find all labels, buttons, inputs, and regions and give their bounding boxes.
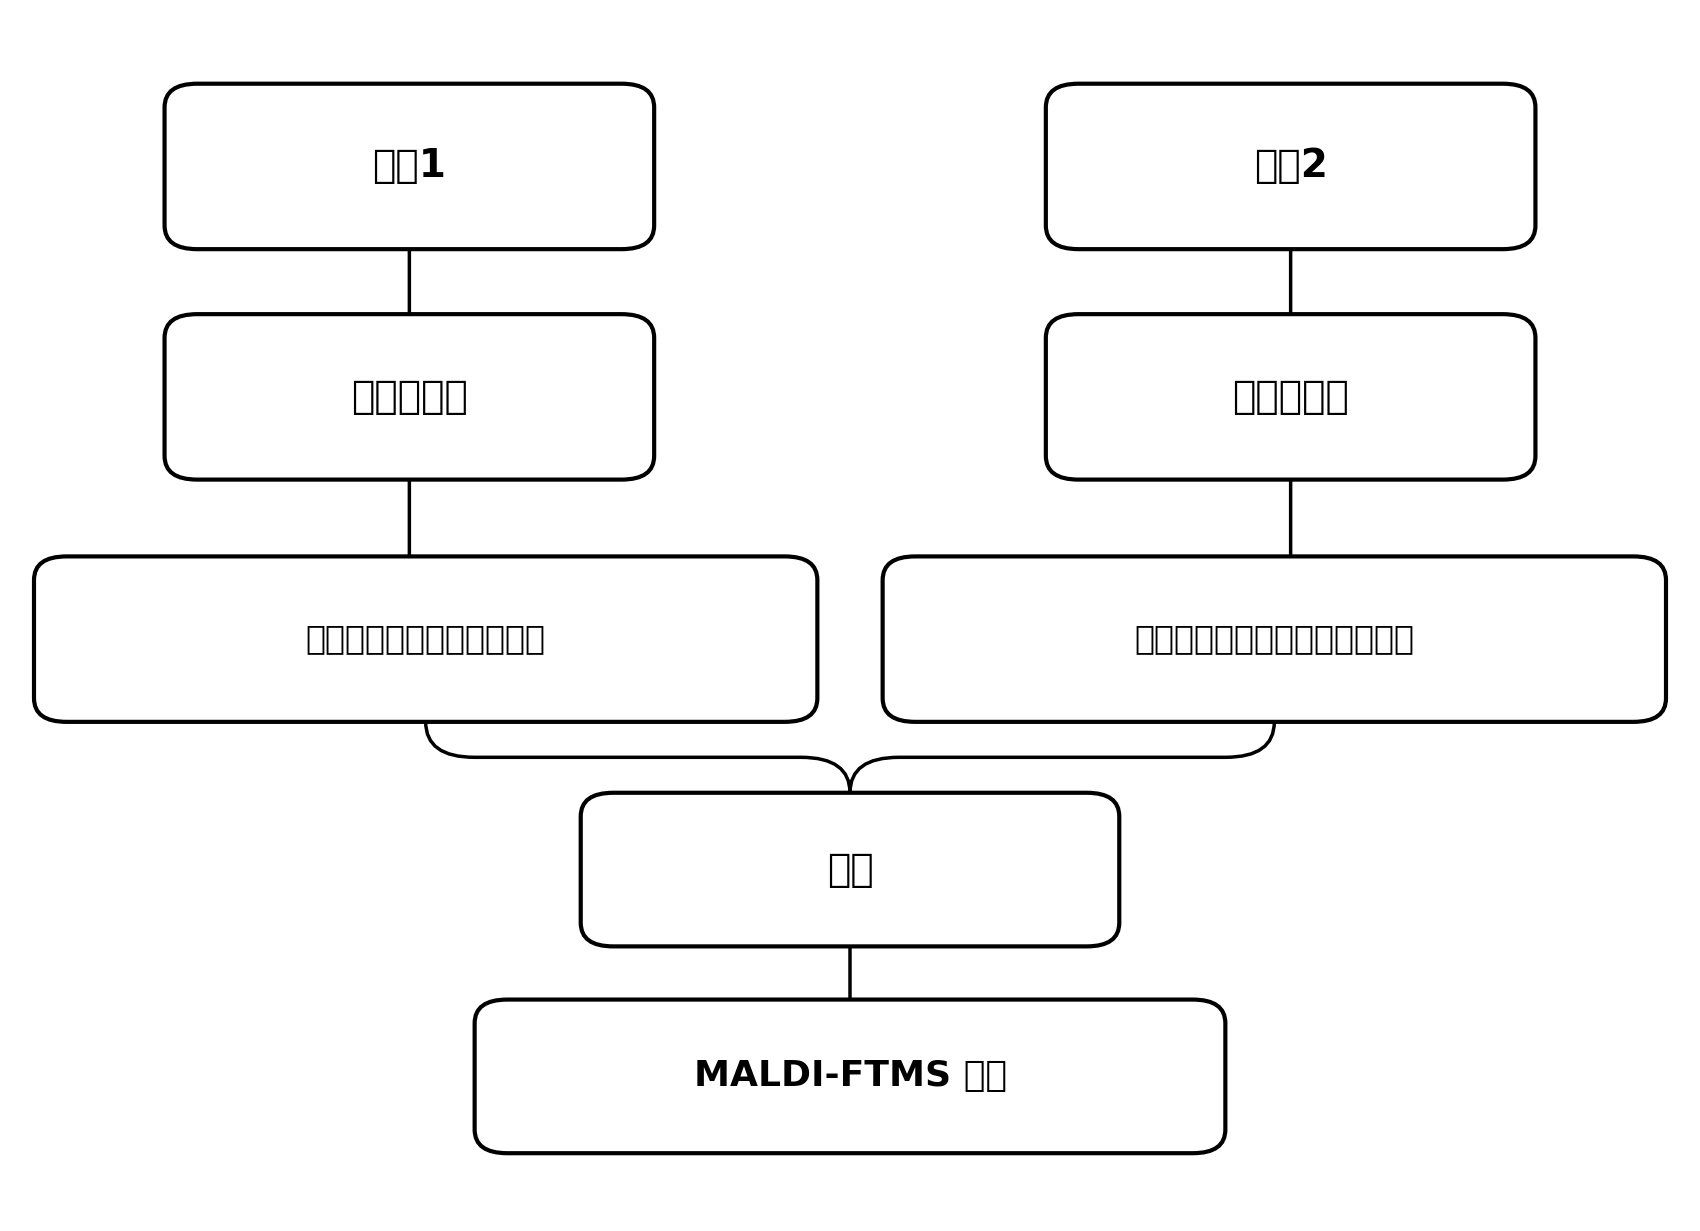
FancyBboxPatch shape <box>34 556 818 721</box>
Text: 与氘代吠啊，三氟甲磺酸销反应: 与氘代吠啊，三氟甲磺酸销反应 <box>1134 623 1414 656</box>
FancyBboxPatch shape <box>165 314 655 480</box>
FancyBboxPatch shape <box>1046 84 1535 249</box>
Text: 水解，提取: 水解，提取 <box>350 378 468 416</box>
Text: 样哈2: 样哈2 <box>1253 148 1328 186</box>
Text: 与吠啊，三氟甲磺酸销反应: 与吠啊，三氟甲磺酸销反应 <box>306 623 546 656</box>
Text: 水解，提取: 水解，提取 <box>1232 378 1350 416</box>
Text: 样哈1: 样哈1 <box>372 148 447 186</box>
FancyBboxPatch shape <box>581 793 1119 947</box>
Text: 混合: 混合 <box>826 851 874 889</box>
FancyBboxPatch shape <box>165 84 655 249</box>
FancyBboxPatch shape <box>882 556 1666 721</box>
FancyBboxPatch shape <box>474 1000 1226 1153</box>
FancyBboxPatch shape <box>1046 314 1535 480</box>
Text: MALDI-FTMS 分析: MALDI-FTMS 分析 <box>694 1060 1006 1093</box>
